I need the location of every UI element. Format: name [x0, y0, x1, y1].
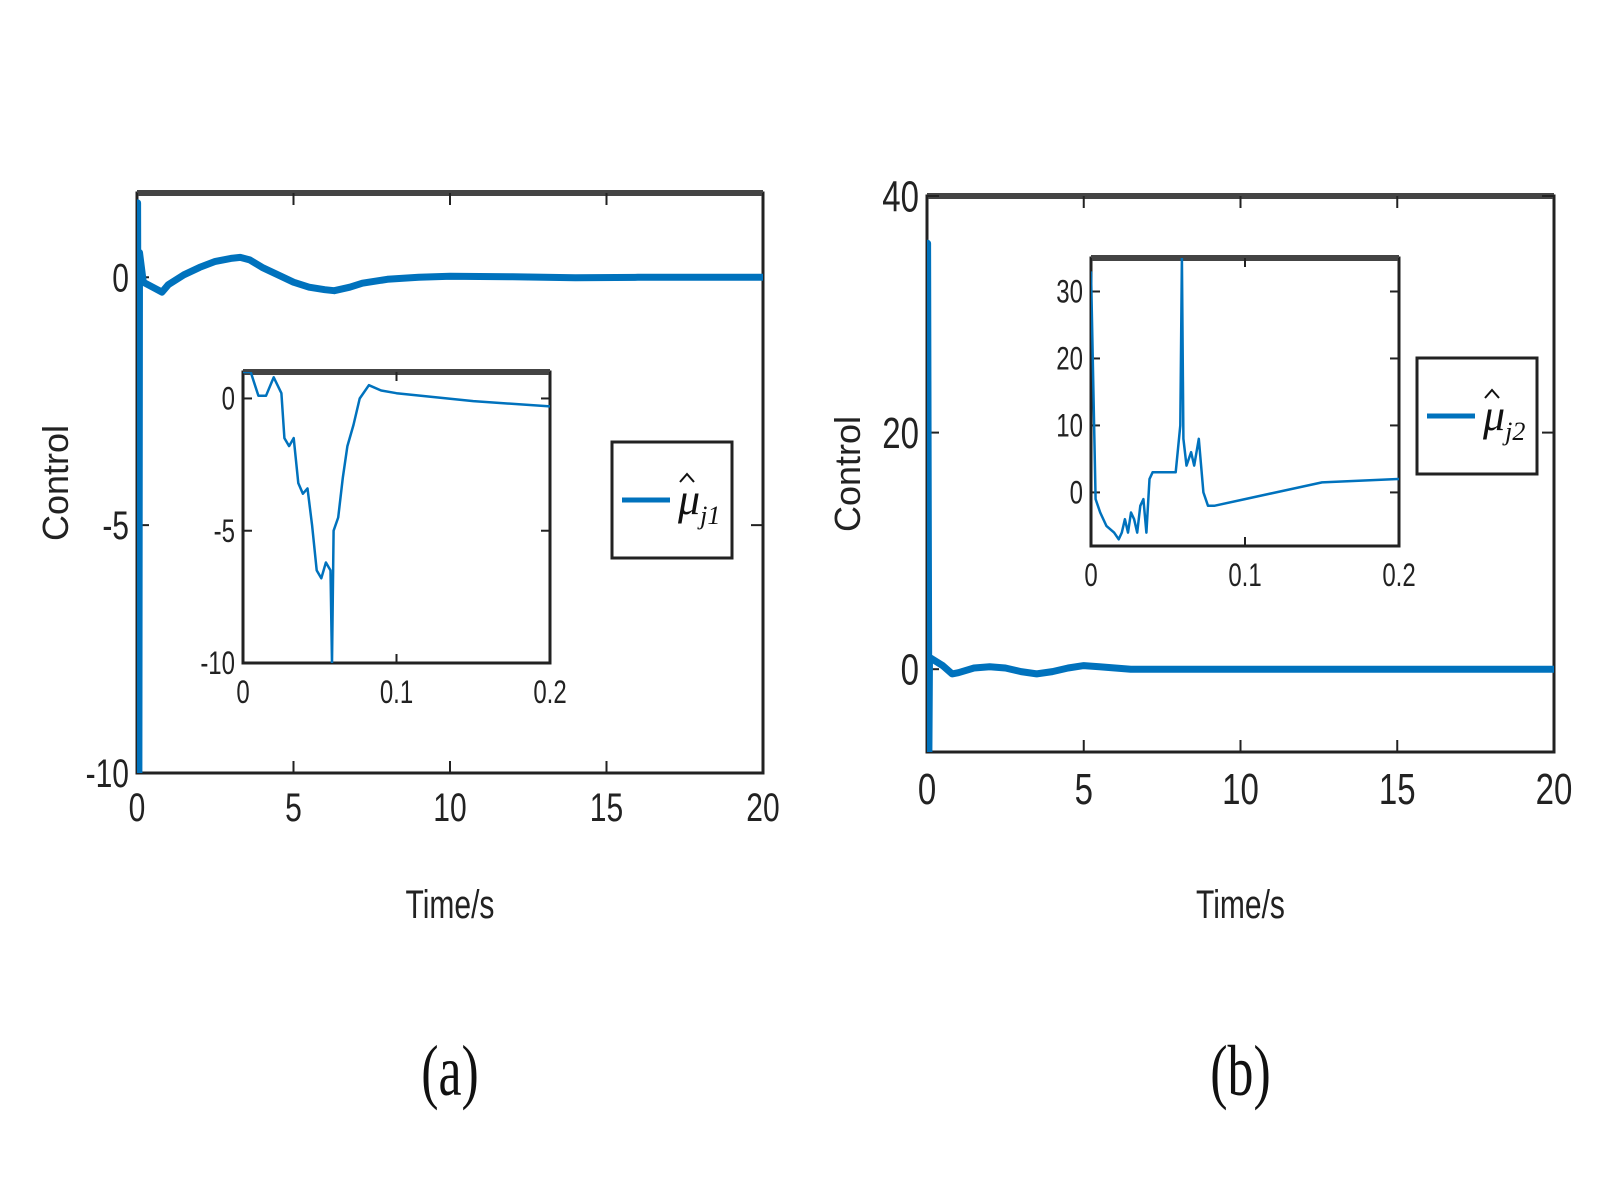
main-a-ytick-label: -5 — [102, 504, 129, 548]
inset-b-xtick-label: 0.1 — [1228, 557, 1261, 593]
main-b-xtick-label: 15 — [1379, 766, 1416, 815]
inset-b-ytick-label: 0 — [1070, 474, 1083, 510]
inset-line-a — [243, 372, 550, 663]
x-axis-label-b: Time/s — [1196, 883, 1285, 927]
chart-panel-a: 0 5 10 15 20-10-500 0.1 0.2-10-50μj1ControlTim… — [35, 190, 780, 1111]
inset-b-ytick-label: 30 — [1056, 273, 1083, 309]
main-b-xtick-label: 10 — [1222, 766, 1259, 815]
inset-b-ytick-label: 20 — [1056, 340, 1083, 376]
main-b-ytick-label: 40 — [882, 173, 919, 222]
main-b-xtick-label: 5 — [1075, 766, 1093, 815]
inset-a-xtick-label: 0 — [236, 674, 249, 710]
y-axis-label-a: Control — [35, 425, 76, 541]
inset-b-axes-box — [1089, 256, 1401, 548]
inset-a-xtick-label: 0.1 — [380, 674, 413, 710]
main-a-xtick-label: 10 — [433, 786, 466, 830]
main-a-xtick-label: 0 — [129, 786, 146, 830]
main-a-xtick-label: 15 — [590, 786, 623, 830]
inset-b-xtick-label: 0.2 — [1382, 557, 1415, 593]
main-a-ytick-label: -10 — [86, 752, 129, 796]
panel-label-a: (a) — [421, 1031, 479, 1111]
main-b-ytick-label: 0 — [901, 646, 919, 695]
inset-a-ytick-label: -5 — [214, 513, 235, 549]
inset-b-ytick-label: 10 — [1056, 407, 1083, 443]
main-a-ytick-label: 0 — [112, 256, 129, 300]
inset-b-xtick-label: 0 — [1084, 557, 1097, 593]
legend-label-subscript-b: j2 — [1502, 417, 1525, 446]
main-a-xtick-label: 20 — [746, 786, 779, 830]
main-a-xtick-label: 5 — [285, 786, 302, 830]
inset-a-ytick-label: 0 — [222, 380, 235, 416]
inset-a-xtick-label: 0.2 — [533, 674, 566, 710]
inset-a-axes-box — [241, 370, 552, 665]
legend-hat-b — [1484, 388, 1500, 399]
inset-a-ytick-label: -10 — [200, 645, 235, 681]
main-b-ytick-label: 20 — [882, 410, 919, 459]
series-line-a — [137, 199, 763, 773]
panel-label-b: (b) — [1210, 1031, 1270, 1111]
main-b-xtick-label: 0 — [918, 766, 936, 815]
x-axis-label-a: Time/s — [406, 883, 495, 927]
inset-line-b — [1091, 258, 1399, 541]
y-axis-label-b: Control — [827, 416, 868, 532]
legend-hat-a — [679, 472, 695, 483]
series-line-b — [927, 239, 1554, 752]
main-b-xtick-label: 20 — [1536, 766, 1573, 815]
legend-label-subscript-a: j1 — [697, 501, 720, 530]
